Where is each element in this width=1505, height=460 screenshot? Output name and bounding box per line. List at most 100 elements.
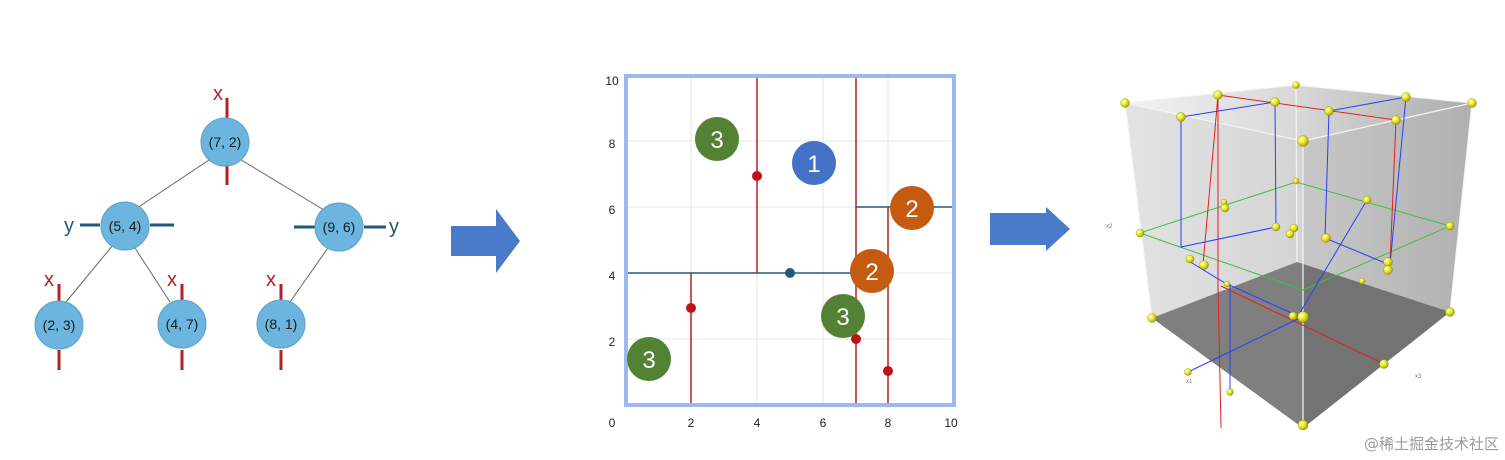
tree-node-label: (9, 6) [323, 219, 356, 235]
tree-node-label: (4, 7) [166, 316, 199, 332]
x-tick-label: 4 [754, 416, 761, 430]
cube-point [1362, 195, 1372, 205]
tree-node-rl: (8, 1) [256, 299, 306, 349]
cube-point [1379, 359, 1389, 369]
cube-point [1292, 81, 1300, 89]
cube-point [1199, 260, 1209, 270]
tree-split-marks [57, 98, 386, 370]
x-tick-labels: 0 2 4 6 8 10 [609, 416, 958, 430]
cube-axis-label: x3 [1415, 374, 1422, 380]
y-tick-labels: 2 4 6 8 10 [605, 74, 619, 349]
axis-letter-left: y [64, 215, 74, 237]
cube-point [1185, 254, 1195, 264]
right-arrow-icon [451, 209, 520, 273]
region-label-2: 2 [850, 249, 894, 293]
cube-point [1213, 90, 1223, 100]
tree-node-label: (5, 4) [109, 218, 142, 234]
x-tick-label: 8 [885, 416, 892, 430]
y-tick-label: 6 [609, 203, 616, 217]
cube-point [1358, 277, 1366, 285]
watermark-text: @稀土掘金技术社区 [1363, 435, 1499, 453]
region-label-1: 1 [792, 141, 836, 185]
tree-node-label: (8, 1) [265, 316, 298, 332]
axis-letter-ll: x [44, 269, 54, 291]
tree-nodes: (7, 2) (5, 4) (9, 6) (2, 3) (4, 7) (8, 1… [34, 117, 364, 350]
cube-floor [1152, 262, 1450, 428]
cube-point [1297, 311, 1309, 323]
y-tick-label: 2 [609, 335, 616, 349]
cube-point [1383, 265, 1393, 275]
svg-text:2: 2 [865, 259, 878, 286]
kd-3d-cube: x2 x1 x3 [1106, 81, 1477, 431]
tree-node-label: (2, 3) [43, 317, 76, 333]
data-point [883, 366, 893, 376]
partition-plot: 0 2 4 6 8 10 2 4 6 8 10 1 2 [605, 74, 958, 430]
cube-point [1223, 280, 1231, 288]
plot-frame [624, 74, 956, 407]
data-point [851, 334, 861, 344]
edge-left-lr [132, 244, 171, 303]
tree-node-lr: (4, 7) [157, 299, 207, 349]
data-point [752, 171, 762, 181]
cube-point [1289, 223, 1299, 233]
cube-point [1285, 229, 1295, 239]
cube-point [1445, 307, 1455, 317]
axis-letter-rl: x [266, 269, 276, 291]
tree-node-left: (5, 4) [100, 201, 150, 251]
kd-tree: x y y x x x (7, 2) (5, 4) (9, 6) (2, [34, 83, 399, 370]
data-point [686, 303, 696, 313]
cube-point [1270, 97, 1280, 107]
cube-point [1176, 112, 1186, 122]
right-arrow-icon [990, 207, 1070, 251]
edge-root-right [237, 157, 325, 211]
region-label-2: 2 [890, 186, 934, 230]
cube-front-left-face [1125, 103, 1303, 428]
tree-node-right: (9, 6) [314, 202, 364, 252]
svg-text:3: 3 [710, 127, 723, 154]
region-label-3: 3 [695, 117, 739, 161]
tree-node-ll: (2, 3) [34, 300, 84, 350]
data-points [686, 171, 893, 376]
tree-edges [65, 157, 331, 303]
edge-right-rl [289, 244, 331, 303]
axis-letter-lr: x [167, 269, 177, 291]
cube-point [1467, 98, 1477, 108]
cube-point [1324, 106, 1334, 116]
cube-right-face [1296, 85, 1472, 312]
y-tick-label: 10 [605, 74, 619, 88]
y-tick-label: 4 [609, 269, 616, 283]
cube-point [1271, 222, 1281, 232]
cube-point [1135, 228, 1145, 238]
tree-axis-letters: x y y x x x [44, 83, 399, 291]
cube-point [1120, 98, 1130, 108]
cube-point [1321, 233, 1331, 243]
tree-node-label: (7, 2) [209, 134, 242, 150]
x-tick-label: 6 [820, 416, 827, 430]
cube-point [1288, 311, 1298, 321]
x-tick-label: 0 [609, 416, 616, 430]
cube-point [1445, 221, 1455, 231]
cube-point [1297, 135, 1309, 147]
tree-node-root: (7, 2) [200, 117, 250, 167]
x-tick-label: 10 [944, 416, 958, 430]
cube-point [1391, 115, 1401, 125]
x-tick-label: 2 [688, 416, 695, 430]
svg-text:1: 1 [807, 151, 820, 178]
edge-left-ll [65, 244, 114, 303]
cube-point [1220, 203, 1230, 213]
cube-point [1184, 368, 1192, 376]
cube-point [1147, 313, 1157, 323]
svg-text:3: 3 [836, 304, 849, 331]
cube-point [1226, 388, 1234, 396]
svg-text:2: 2 [905, 196, 918, 223]
cube-axis-label: x1 [1186, 379, 1193, 385]
cube-point [1383, 257, 1393, 267]
axis-letter-right: y [389, 216, 399, 238]
cube-point [1292, 177, 1300, 185]
cube-point [1297, 419, 1309, 431]
region-labels: 1 2 2 3 3 3 [627, 117, 934, 381]
region-label-3: 3 [821, 294, 865, 338]
svg-text:3: 3 [642, 347, 655, 374]
region-label-3: 3 [627, 337, 671, 381]
plot-area [626, 76, 954, 405]
